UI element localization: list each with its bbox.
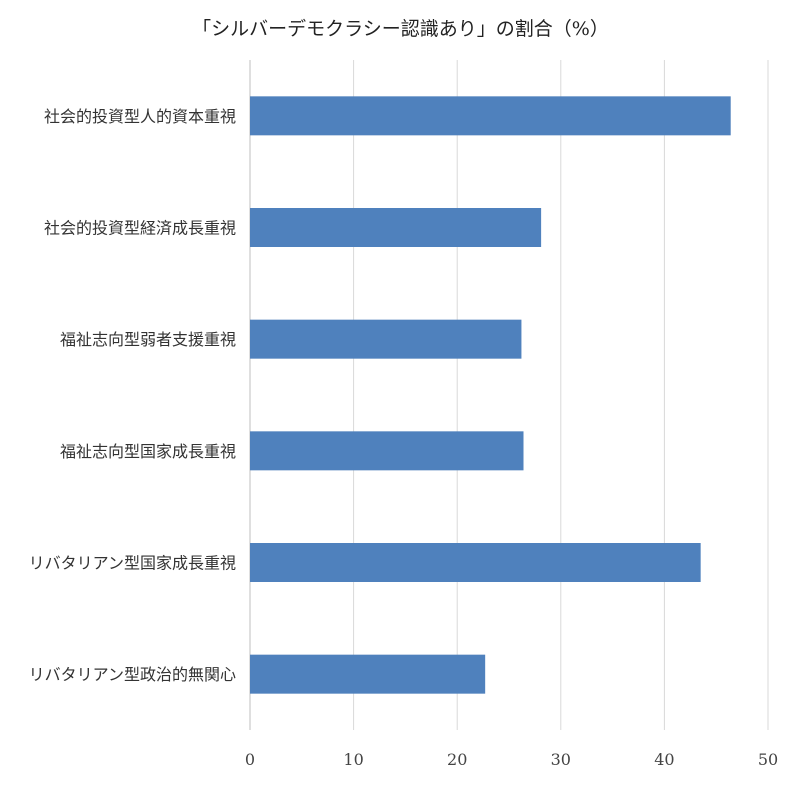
bar-5 [250, 654, 486, 694]
x-tick-label-2: 20 [447, 750, 467, 769]
x-tick-label-0: 0 [245, 750, 255, 769]
x-tick-label-5: 50 [758, 750, 778, 769]
category-label-4: リバタリアン型国家成長重視 [29, 554, 236, 573]
category-label-0: 社会的投資型人的資本重視 [44, 107, 236, 126]
bar-2 [250, 319, 522, 359]
category-label-1: 社会的投資型経済成長重視 [44, 219, 236, 238]
bar-4 [250, 543, 701, 582]
bar-1 [250, 208, 542, 247]
category-label-3: 福祉志向型国家成長重視 [60, 442, 236, 461]
x-tick-label-1: 10 [343, 750, 363, 769]
bar-0 [250, 96, 731, 136]
chart-title: 「シルバーデモクラシー認識あり」の割合（%） [192, 18, 609, 40]
category-label-2: 福祉志向型弱者支援重視 [60, 330, 236, 349]
bar-3 [250, 431, 524, 471]
x-tick-label-3: 30 [551, 750, 571, 769]
x-tick-label-4: 40 [654, 750, 674, 769]
category-label-5: リバタリアン型政治的無関心 [29, 665, 236, 684]
